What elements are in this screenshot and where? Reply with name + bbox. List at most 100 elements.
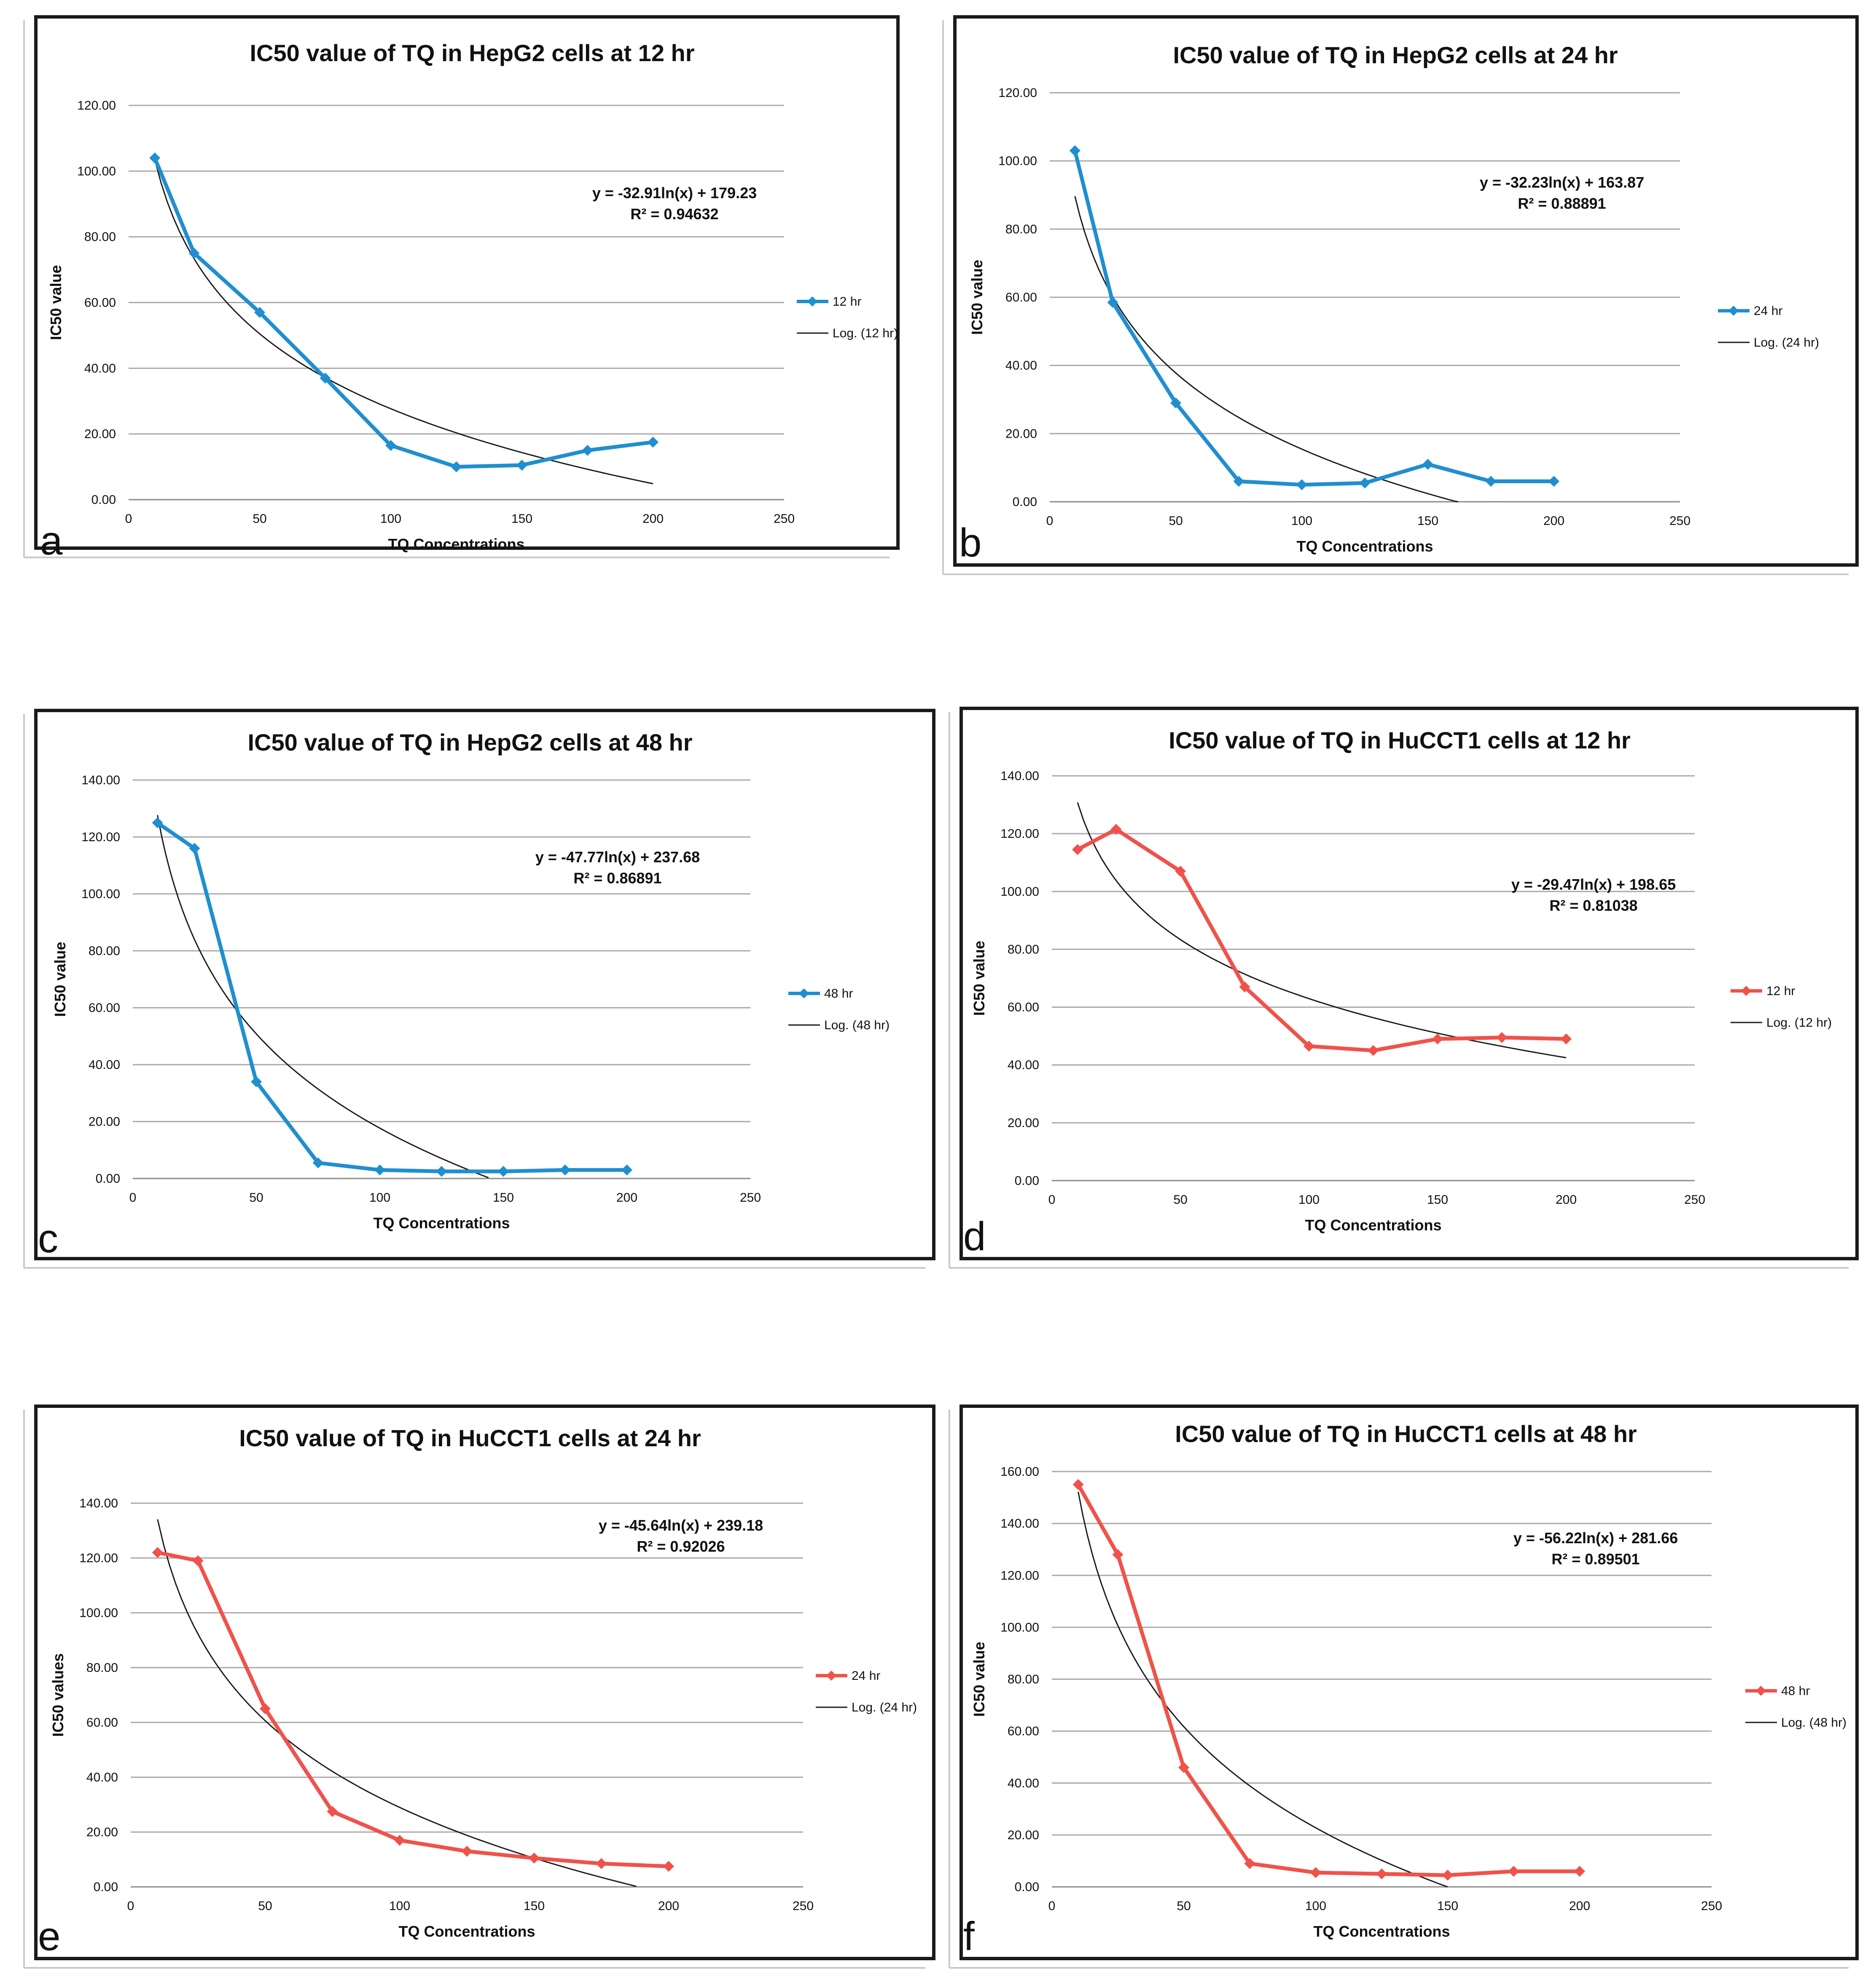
data-point: [1112, 1549, 1123, 1560]
x-axis-label: TQ Concentrations: [1296, 538, 1433, 555]
x-tick-label: 150: [524, 1899, 545, 1913]
chart-frame: [960, 707, 1859, 1260]
chart-title: IC50 value of TQ in HepG2 cells at 24 hr: [1173, 42, 1618, 68]
data-point: [596, 1858, 607, 1869]
chart-panel-d: IC50 value of TQ in HuCCT1 cells at 12 h…: [949, 707, 1859, 1269]
y-axis-label: IC50 value: [51, 942, 69, 1017]
log-trendline: [157, 815, 489, 1179]
log-trendline: [154, 159, 653, 484]
data-point: [1170, 397, 1181, 409]
data-point: [152, 817, 163, 829]
x-tick-label: 100: [1305, 1899, 1326, 1913]
legend-marker: [807, 296, 817, 307]
chart-title: IC50 value of TQ in HuCCT1 cells at 48 h…: [1175, 1421, 1637, 1447]
data-point: [1359, 477, 1371, 489]
legend-marker: [826, 1671, 836, 1681]
chart-frame: [34, 15, 900, 550]
data-point: [498, 1166, 509, 1177]
x-axis-label: TQ Concentrations: [1305, 1216, 1441, 1234]
data-point: [260, 1703, 271, 1714]
data-point: [1107, 297, 1118, 308]
data-point: [516, 460, 527, 471]
data-point: [1432, 1033, 1443, 1044]
data-point: [1561, 1033, 1572, 1044]
y-tick-label: 80.00: [1008, 942, 1039, 956]
data-point: [189, 843, 200, 854]
data-point: [529, 1852, 540, 1864]
y-tick-label: 140.00: [1000, 1517, 1039, 1531]
panel-letter: c: [38, 1216, 58, 1261]
data-point: [1548, 476, 1559, 487]
x-tick-label: 100: [389, 1899, 410, 1913]
data-point: [1442, 1870, 1453, 1881]
x-tick-label: 150: [1427, 1193, 1448, 1207]
y-tick-label: 40.00: [1005, 359, 1037, 373]
trendline-equation: y = -32.23ln(x) + 163.87: [1480, 174, 1644, 191]
y-tick-label: 100.00: [1000, 1620, 1039, 1634]
data-point: [1485, 476, 1497, 487]
y-tick-label: 80.00: [89, 944, 120, 958]
y-tick-label: 0.00: [91, 493, 116, 507]
y-tick-label: 60.00: [1008, 1001, 1039, 1014]
y-tick-label: 0.00: [1015, 1880, 1039, 1894]
legend-marker: [799, 988, 809, 998]
y-axis-label: IC50 value: [970, 941, 988, 1016]
legend-marker: [1741, 986, 1751, 996]
log-trendline: [1077, 802, 1567, 1058]
y-axis-label: IC50 value: [970, 1641, 988, 1717]
y-tick-label: 60.00: [84, 296, 116, 310]
y-tick-label: 100.00: [1000, 885, 1039, 899]
legend-label-series: 48 hr: [1781, 1684, 1810, 1698]
data-point: [663, 1861, 674, 1872]
data-point: [582, 445, 593, 456]
x-tick-label: 100: [380, 512, 401, 526]
x-tick-label: 0: [127, 1899, 134, 1913]
data-point: [436, 1166, 447, 1177]
data-point: [1310, 1867, 1321, 1878]
x-axis-label: TQ Concentrations: [1313, 1923, 1450, 1940]
data-point: [1368, 1045, 1379, 1056]
x-tick-label: 200: [1569, 1899, 1590, 1913]
y-tick-label: 140.00: [81, 773, 120, 787]
data-point: [559, 1164, 571, 1176]
data-point: [1072, 1479, 1084, 1490]
trendline-equation: y = -56.22ln(x) + 281.66: [1513, 1529, 1678, 1547]
y-tick-label: 0.00: [94, 1880, 118, 1894]
legend-marker: [1756, 1686, 1766, 1696]
x-tick-label: 150: [1437, 1899, 1458, 1913]
x-tick-label: 0: [125, 512, 132, 526]
x-tick-label: 200: [1556, 1193, 1577, 1207]
r-squared-label: R² = 0.89501: [1551, 1550, 1639, 1568]
y-tick-label: 120.00: [1000, 1569, 1039, 1582]
legend-label-trendline: Log. (24 hr): [852, 1701, 917, 1714]
legend-label-series: 24 hr: [852, 1669, 880, 1683]
data-point: [1508, 1866, 1519, 1877]
panel-letter: b: [959, 520, 981, 565]
y-tick-label: 120.00: [81, 830, 120, 844]
trendline-equation: y = -32.91ln(x) + 179.23: [592, 184, 757, 202]
data-point: [1175, 866, 1186, 877]
legend-marker: [1728, 306, 1739, 316]
x-tick-label: 200: [1543, 514, 1564, 528]
r-squared-label: R² = 0.81038: [1549, 897, 1637, 914]
x-axis-label: TQ Concentrations: [398, 1923, 535, 1940]
x-tick-label: 50: [1169, 514, 1183, 528]
trendline-equation: y = -45.64ln(x) + 239.18: [599, 1517, 763, 1534]
y-tick-label: 20.00: [1008, 1828, 1039, 1842]
data-point: [1069, 145, 1080, 156]
y-tick-label: 80.00: [84, 230, 116, 244]
x-tick-label: 200: [616, 1191, 637, 1205]
x-tick-label: 50: [249, 1191, 263, 1205]
panel-letter: e: [38, 1914, 60, 1959]
x-tick-label: 50: [253, 512, 266, 526]
y-axis-label: IC50 value: [47, 265, 65, 340]
chart-panel-b: IC50 value of TQ in HepG2 cells at 24 hr…: [942, 15, 1859, 575]
data-point: [1376, 1868, 1387, 1880]
trendline-equation: y = -29.47ln(x) + 198.65: [1511, 876, 1676, 893]
x-tick-label: 150: [511, 512, 532, 526]
y-tick-label: 80.00: [86, 1661, 118, 1675]
chart-panel-a: IC50 value of TQ in HepG2 cells at 12 hr…: [23, 15, 900, 563]
y-tick-label: 140.00: [1000, 769, 1039, 783]
y-tick-label: 40.00: [89, 1058, 120, 1072]
